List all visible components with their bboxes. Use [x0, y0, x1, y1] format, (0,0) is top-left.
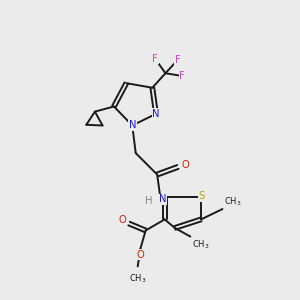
Text: F: F — [175, 55, 180, 65]
Text: O: O — [182, 160, 189, 170]
Text: H: H — [145, 196, 152, 206]
Text: F: F — [179, 71, 185, 81]
Text: F: F — [152, 54, 158, 64]
Text: N: N — [128, 121, 136, 130]
Text: CH$_3$: CH$_3$ — [224, 196, 242, 208]
Text: O: O — [119, 215, 127, 225]
Text: O: O — [136, 250, 144, 260]
Text: CH$_3$: CH$_3$ — [192, 238, 209, 251]
Text: N: N — [152, 109, 160, 119]
Text: S: S — [199, 191, 205, 201]
Text: N: N — [159, 194, 166, 204]
Text: CH$_3$: CH$_3$ — [129, 273, 146, 285]
